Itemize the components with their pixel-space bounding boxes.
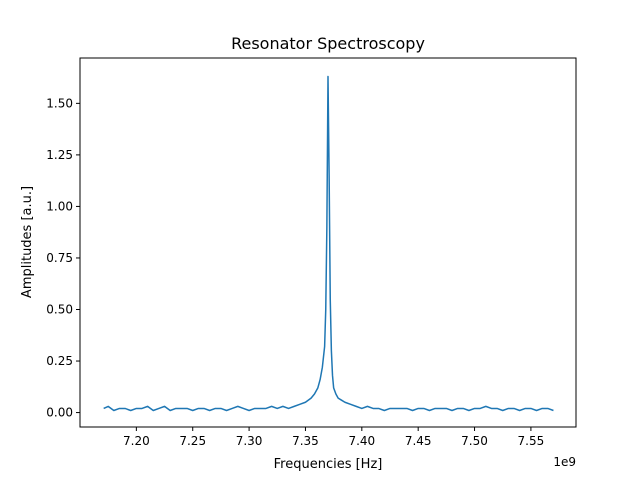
plot-frame	[79, 57, 577, 428]
x-tick-label: 7.35	[292, 434, 319, 448]
y-axis-ticks: 0.00 0.25 0.50 0.75 1.00 1.25 1.50	[46, 96, 80, 420]
x-tick-label: 7.50	[461, 434, 488, 448]
chart-title: Resonator Spectroscopy	[231, 34, 425, 53]
x-tick-label: 7.30	[236, 434, 263, 448]
x-tick-label: 7.20	[123, 434, 150, 448]
y-tick-label: 1.50	[46, 96, 73, 110]
series-line	[103, 75, 554, 412]
x-tick-label: 7.25	[179, 434, 206, 448]
y-axis-label: Amplitudes [a.u.]	[20, 186, 35, 298]
x-axis-ticks: 7.20 7.25 7.30 7.35 7.40 7.45 7.50 7.55	[123, 427, 544, 448]
y-tick-label: 1.25	[46, 148, 73, 162]
x-axis-offset-label: 1e9	[553, 455, 576, 469]
y-tick-label: 0.50	[46, 302, 73, 316]
x-tick-label: 7.45	[405, 434, 432, 448]
plot-area	[79, 57, 577, 428]
y-tick-label: 0.25	[46, 354, 73, 368]
y-tick-label: 0.75	[46, 251, 73, 265]
x-axis-label: Frequencies [Hz]	[274, 457, 383, 472]
y-tick-label: 0.00	[46, 406, 73, 420]
x-tick-label: 7.55	[518, 434, 545, 448]
series-layer	[103, 75, 554, 412]
x-tick-label: 7.40	[348, 434, 375, 448]
y-tick-label: 1.00	[46, 199, 73, 213]
